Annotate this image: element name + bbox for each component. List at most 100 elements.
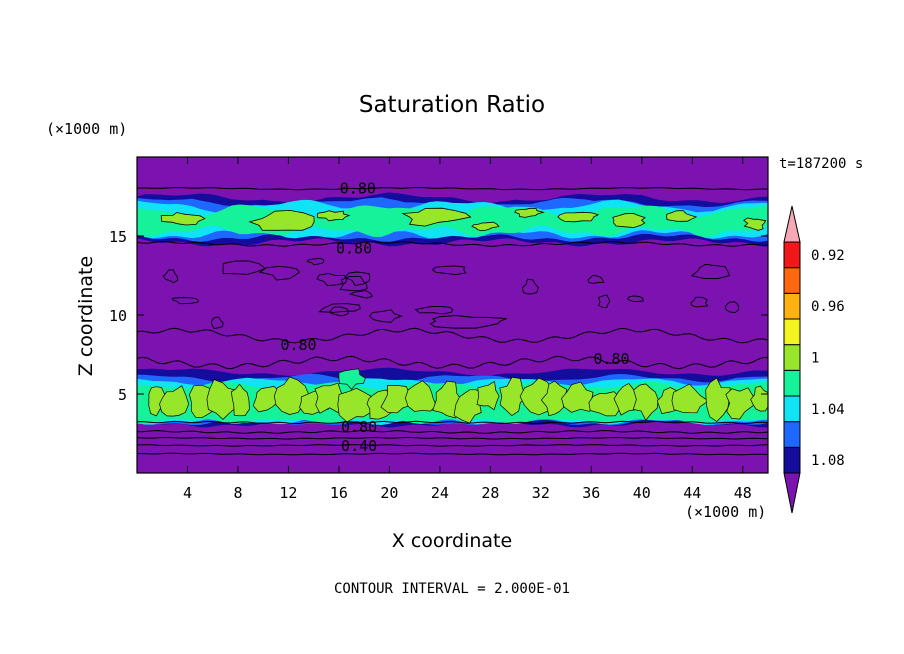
colorbar-bottom-arrow: [783, 472, 801, 514]
upper-cloud-patch: [743, 217, 767, 231]
contour-line: [137, 444, 768, 447]
lower-cloud-patch: [230, 383, 250, 417]
upper-cloud-patch: [160, 212, 206, 226]
contour-loop: [306, 257, 325, 266]
contour-line: [137, 327, 768, 344]
contour-label: 0.80: [340, 180, 376, 198]
contour-loop: [414, 305, 454, 315]
contour-loop: [339, 276, 368, 292]
x-tick-label: 28: [481, 484, 499, 502]
colorbar-swatch: [783, 267, 801, 294]
y-axis: 5 10 15: [109, 228, 768, 404]
lower-cloud-patch: [206, 379, 241, 420]
colorbar-label: 1: [811, 351, 819, 367]
colorbar-swatch: [783, 421, 801, 448]
contour-label: 0.80: [280, 336, 316, 354]
contour-loop: [222, 260, 267, 275]
x-tick-label: 16: [330, 484, 348, 502]
upper-cloud-patch: [666, 210, 698, 222]
colorbar-swatch: [783, 241, 801, 269]
colorbar-swatch: [783, 318, 801, 346]
x-tick-label: 4: [183, 484, 192, 502]
colorbar-swatch: [783, 369, 801, 397]
contour-loop: [429, 314, 507, 329]
contour-loop: [349, 290, 373, 299]
contour-loop: [368, 309, 403, 323]
contour-loop: [210, 316, 224, 329]
contour-label: 0.80: [336, 240, 372, 258]
x-tick-label: 24: [431, 484, 449, 502]
contour-loop: [690, 296, 709, 308]
chart-title: Saturation Ratio: [359, 92, 545, 118]
contour-loop: [587, 274, 605, 284]
lower-cloud-patch: [380, 385, 413, 414]
colorbar-label: 0.92: [811, 248, 845, 264]
lower-cloud-patch: [561, 381, 595, 413]
contour-label: 0.80: [341, 418, 377, 436]
lower-cloud-patch: [453, 389, 485, 424]
x-tick-label: 12: [279, 484, 297, 502]
x-tick-label: 44: [683, 484, 701, 502]
x-tick-label: 36: [582, 484, 600, 502]
contour-loop: [316, 273, 348, 287]
contour-interval-note: CONTOUR INTERVAL = 2.000E-01: [334, 581, 570, 597]
y-axis-title: Z coordinate: [75, 256, 97, 376]
x-unit-label: (×1000 m): [685, 503, 766, 521]
y-tick-label: 15: [109, 228, 127, 246]
contour-loop: [521, 278, 539, 295]
contour-loop: [344, 271, 371, 287]
lower-cloud-patch: [725, 387, 757, 420]
lower-cloud-patch: [632, 383, 659, 421]
x-tick-label: 20: [380, 484, 398, 502]
contour-loop: [431, 265, 467, 276]
time-label: t=187200 s: [779, 156, 863, 172]
lower-cloud-patch: [705, 377, 731, 422]
contour-line: [137, 241, 768, 247]
contour-line: [137, 420, 768, 425]
contour-line: [137, 436, 768, 440]
y-tick-label: 10: [109, 307, 127, 325]
colorbar: 1.08 1.04 1 0.96 0.92: [783, 205, 845, 514]
contour-loop: [329, 306, 350, 317]
contour-loop: [162, 269, 179, 284]
contour-label: 0.80: [593, 350, 629, 368]
contour-label: 0.40: [341, 437, 377, 455]
x-tick-label: 40: [633, 484, 651, 502]
lower-cloud-patch: [404, 380, 437, 412]
lower-cloud-patch: [671, 383, 710, 414]
contour-labels: 0.800.800.800.800.800.40: [280, 180, 629, 456]
x-tick-label: 48: [734, 484, 752, 502]
colorbar-label: 0.96: [811, 299, 845, 315]
colorbar-swatch: [783, 292, 801, 320]
x-tick-label: 8: [233, 484, 242, 502]
colorbar-swatch: [783, 344, 801, 371]
lower-cloud-patch: [338, 368, 366, 390]
contour-line: [137, 355, 768, 370]
colorbar-top-arrow: [783, 205, 801, 243]
lower-cloud-patch: [159, 385, 190, 417]
lower-cloud-patch: [499, 376, 528, 417]
lower-cloud-patch: [476, 380, 500, 411]
lower-cloud-patch: [750, 385, 768, 412]
contour-loop: [318, 303, 361, 313]
upper-cloud-patch: [401, 207, 472, 227]
colorbar-label: 1.04: [811, 402, 845, 418]
contour-loop: [171, 297, 199, 305]
x-tick-label: 32: [532, 484, 550, 502]
upper-cloud-patch: [471, 221, 500, 232]
lower-cloud-patch: [337, 387, 372, 423]
colorbar-swatch: [783, 395, 801, 423]
contour-loop: [690, 263, 731, 279]
upper-cloud-patch: [612, 213, 646, 228]
lower-cloud-patch: [540, 380, 568, 417]
y-tick-label: 5: [118, 386, 127, 404]
contour-line: [137, 429, 768, 434]
upper-cloud-patch: [316, 210, 351, 222]
contour-lines: [137, 186, 768, 456]
contour-loop: [626, 295, 644, 302]
colorbar-label: 1.08: [811, 453, 845, 469]
upper-cloud-patch: [557, 211, 600, 223]
contour-line: [137, 452, 768, 456]
contour-line: [137, 186, 768, 191]
